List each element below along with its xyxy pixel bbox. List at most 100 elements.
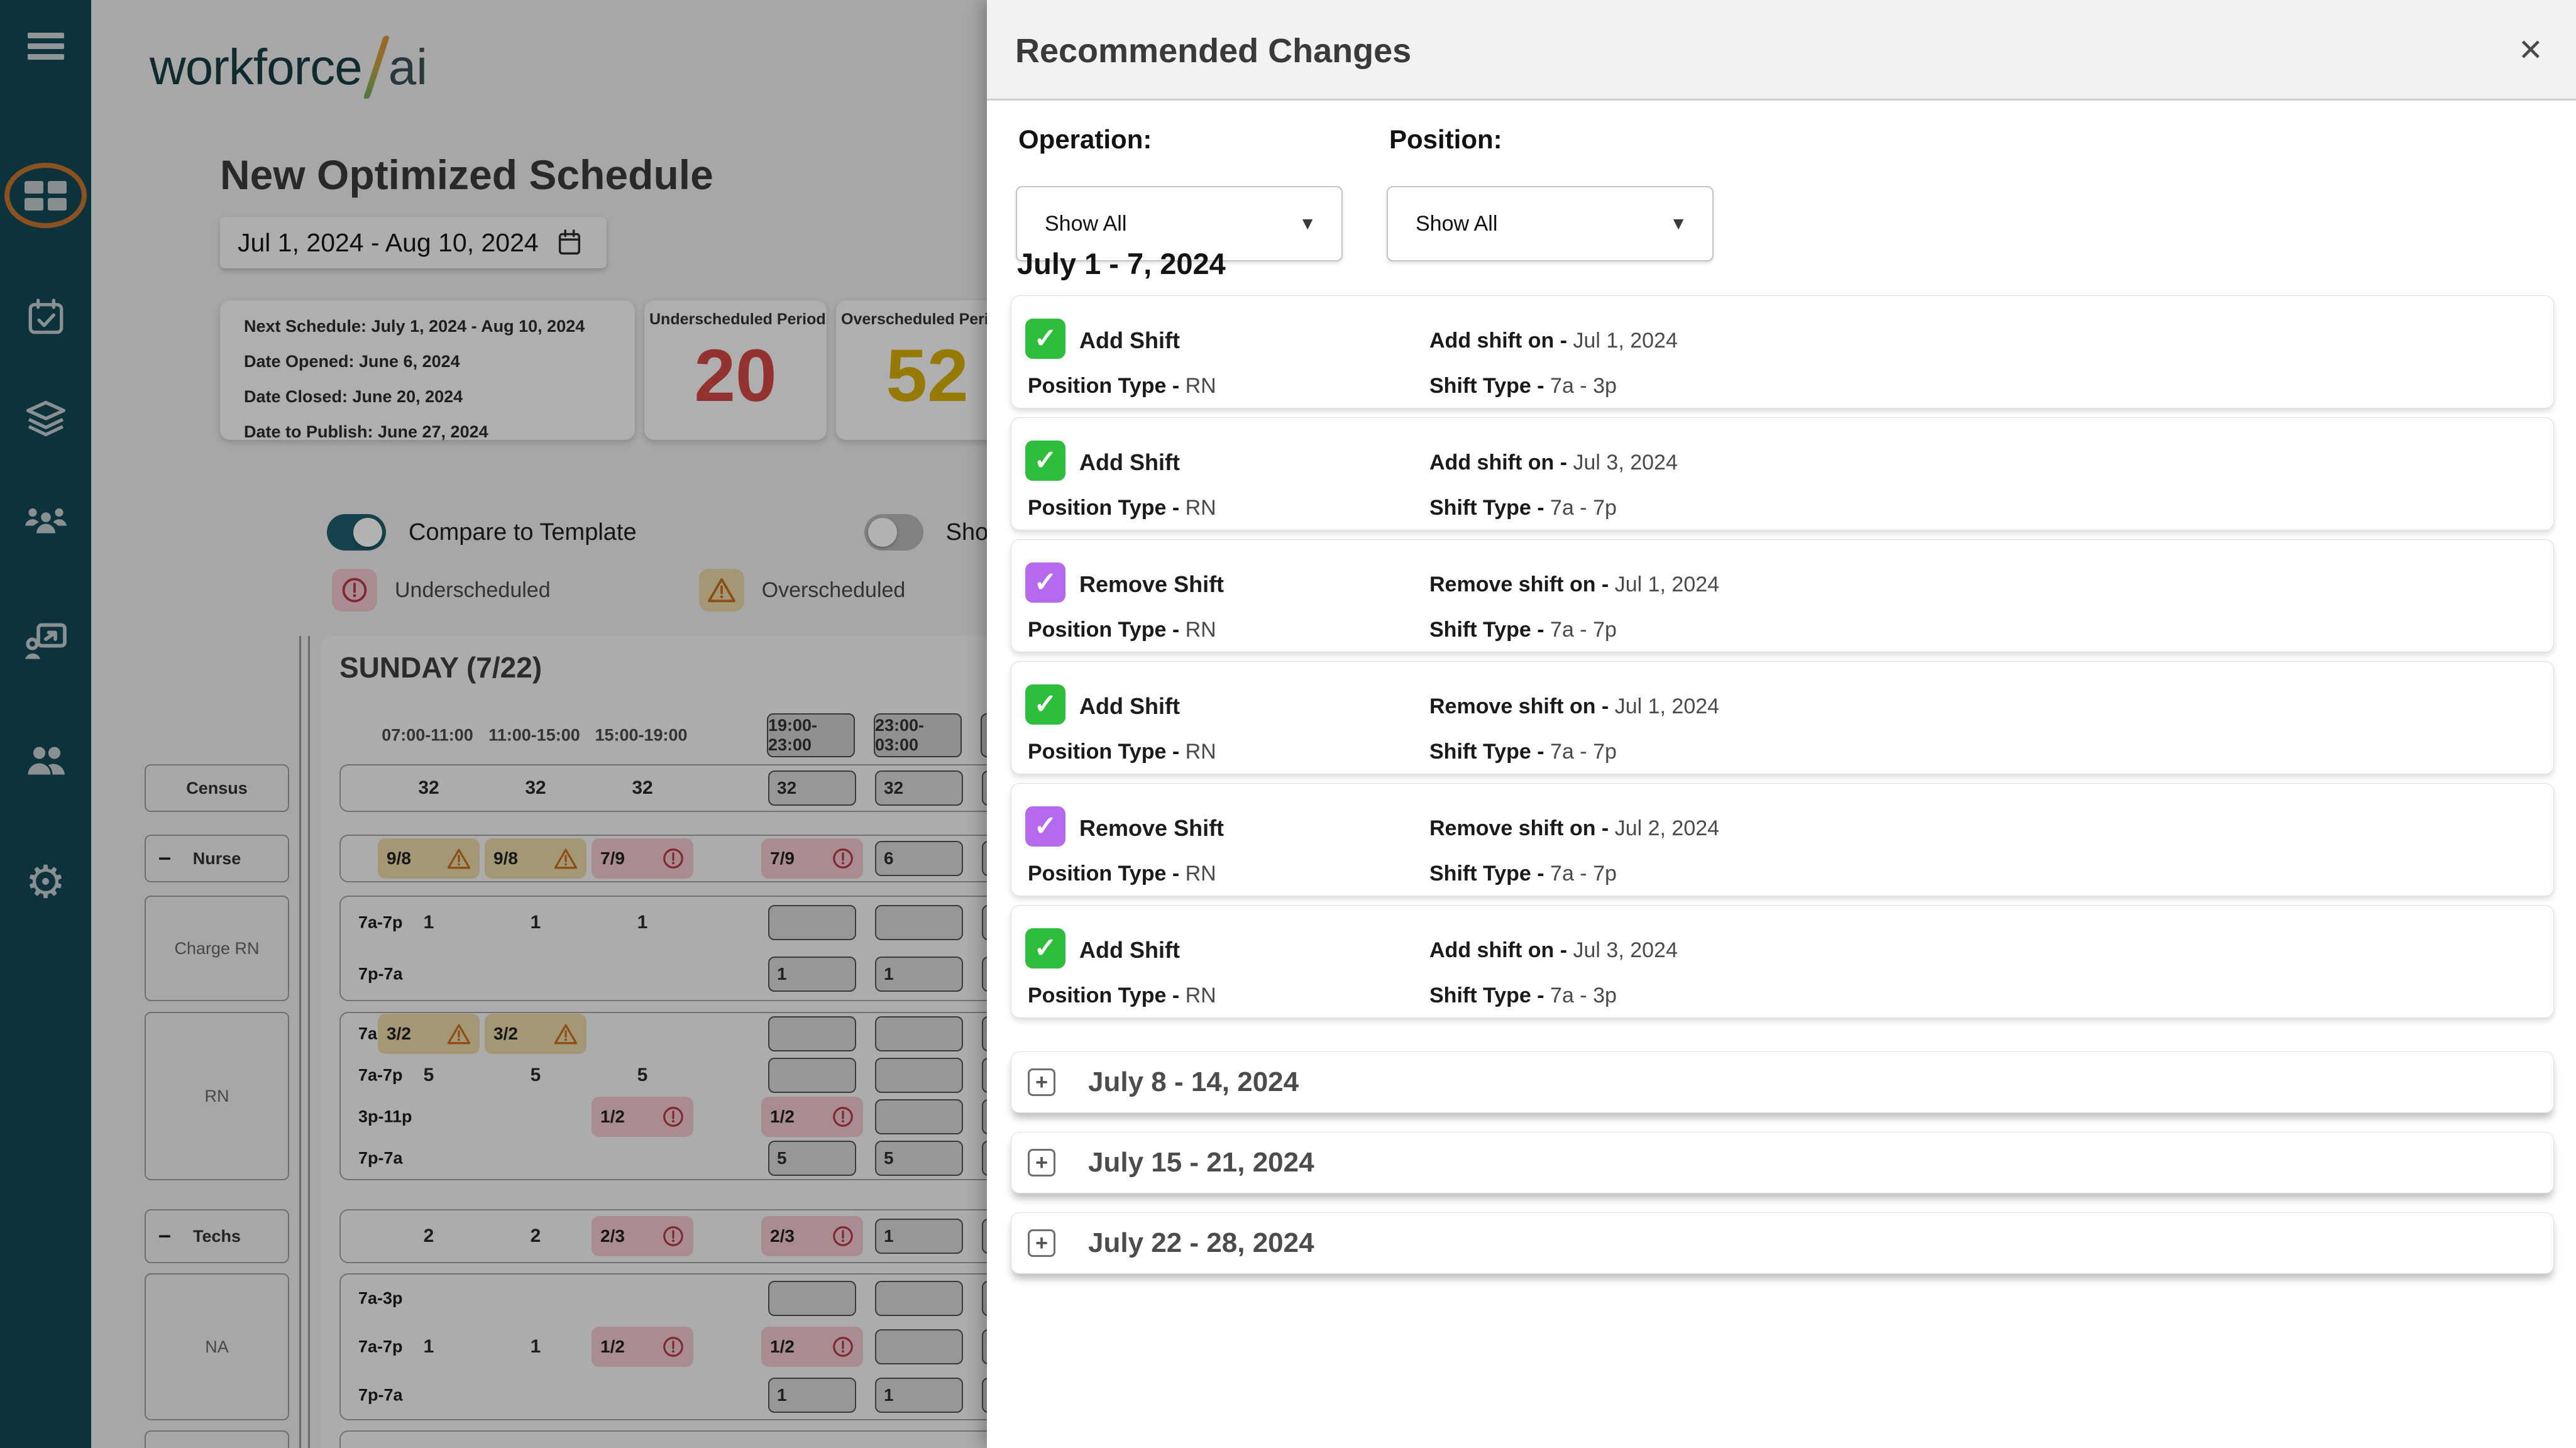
night-shift-cell[interactable]	[875, 1329, 963, 1364]
staffing-value[interactable]: 5	[423, 1065, 434, 1085]
menu-icon[interactable]	[28, 33, 64, 60]
overscheduled-count: 52	[886, 334, 969, 417]
change-position-info: Position Type - RN	[1028, 862, 1216, 886]
night-shift-cell[interactable]: 6	[875, 841, 963, 876]
collapsed-week-card[interactable]: + July 15 - 21, 2024	[1011, 1132, 2554, 1193]
row-label-na[interactable]: NA	[145, 1273, 289, 1420]
change-date-info: Remove shift on - Jul 1, 2024	[1429, 573, 1720, 596]
night-shift-cell[interactable]	[768, 1016, 856, 1051]
underscheduled-cell[interactable]: 1/2	[592, 1327, 693, 1367]
divider[interactable]	[299, 636, 301, 1448]
overscheduled-cell[interactable]: 9/8	[485, 838, 586, 879]
expand-plus-icon[interactable]: +	[1028, 1229, 1055, 1257]
underscheduled-cell[interactable]: 7/9	[761, 838, 863, 879]
collapsed-week-card[interactable]: + July 8 - 14, 2024	[1011, 1051, 2554, 1113]
remove-shift-checkbox[interactable]: ✓	[1025, 806, 1065, 847]
change-card: ✓ Add Shift Add shift on - Jul 3, 2024 Posi…	[1011, 417, 2554, 530]
underscheduled-cell[interactable]: 2/3	[592, 1216, 693, 1256]
night-shift-cell[interactable]: 5	[768, 1141, 856, 1176]
underscheduled-cell[interactable]: 1/2	[761, 1097, 863, 1137]
night-shift-cell[interactable]: 32	[768, 771, 856, 806]
night-shift-cell[interactable]: 1	[875, 1377, 963, 1413]
night-shift-cell[interactable]: 1	[768, 1377, 856, 1413]
underscheduled-cell[interactable]: 1/2	[761, 1327, 863, 1367]
night-shift-cell[interactable]: 32	[875, 771, 963, 806]
night-shift-cell[interactable]	[875, 1281, 963, 1317]
underscheduled-cell[interactable]: 2/3	[761, 1216, 863, 1256]
add-shift-checkbox[interactable]: ✓	[1025, 684, 1065, 725]
sidebar-item-settings[interactable]: ⚙	[0, 860, 91, 905]
night-shift-cell[interactable]: 1	[768, 957, 856, 992]
collapsed-week-card[interactable]: + July 22 - 28, 2024	[1011, 1212, 2554, 1274]
week-section-title: July 1 - 7, 2024	[1017, 247, 1226, 280]
sidebar-item-training[interactable]	[0, 618, 91, 664]
sidebar-item-dashboard[interactable]	[0, 163, 91, 228]
overscheduled-cell[interactable]: 3/2	[485, 1014, 586, 1054]
night-shift-cell[interactable]	[768, 1281, 856, 1317]
row-label-rn[interactable]: RN	[145, 1012, 289, 1180]
operation-filter-label: Operation:	[1018, 124, 1152, 154]
add-shift-checkbox[interactable]: ✓	[1025, 441, 1065, 481]
operation-filter-dropdown[interactable]: Show All ▼	[1016, 186, 1343, 261]
time-column-header: 19:00-23:00	[767, 713, 855, 757]
row-label-partial[interactable]	[145, 1430, 289, 1448]
change-action-label: Add Shift	[1079, 693, 1180, 719]
change-date-info: Add shift on - Jul 1, 2024	[1429, 329, 1678, 353]
night-shift-cell[interactable]	[875, 905, 963, 940]
row-label-charge-rn[interactable]: Charge RN	[145, 896, 289, 1001]
date-range-value: Jul 1, 2024 - Aug 10, 2024	[238, 228, 539, 257]
logo-text-secondary: ai	[388, 39, 428, 95]
collapse-icon[interactable]: –	[158, 843, 172, 870]
position-filter-dropdown[interactable]: Show All ▼	[1387, 186, 1714, 261]
row-label-nurse[interactable]: – Nurse	[145, 835, 289, 882]
overscheduled-warning-icon	[447, 1024, 471, 1044]
row-label-census[interactable]: Census	[145, 764, 289, 812]
overscheduled-cell[interactable]: 3/2	[378, 1014, 480, 1054]
show-acuity-levels-toggle[interactable]	[864, 514, 923, 551]
staffing-value[interactable]: 2	[530, 1226, 541, 1246]
staffing-value[interactable]: 32	[632, 777, 653, 798]
row-group: 32 32 32 32 32	[339, 764, 1097, 812]
row-label-techs[interactable]: – Techs	[145, 1209, 289, 1263]
staffing-value[interactable]: 1	[423, 912, 434, 933]
night-shift-cell[interactable]: 1	[875, 1219, 963, 1254]
staffing-value[interactable]: 5	[637, 1065, 648, 1085]
underscheduled-cell[interactable]: 1/2	[592, 1097, 693, 1137]
expand-plus-icon[interactable]: +	[1028, 1068, 1055, 1096]
compare-to-template-toggle[interactable]	[327, 514, 386, 551]
expand-plus-icon[interactable]: +	[1028, 1149, 1055, 1176]
sidebar-item-team[interactable]	[0, 498, 91, 544]
night-shift-cell[interactable]	[875, 1058, 963, 1093]
change-shift-info: Shift Type - 7a - 7p	[1429, 862, 1617, 886]
night-shift-cell[interactable]	[875, 1016, 963, 1051]
divider[interactable]	[308, 636, 310, 1448]
night-shift-cell[interactable]: 5	[875, 1141, 963, 1176]
staffing-value[interactable]: 2	[423, 1226, 434, 1246]
close-icon[interactable]: ✕	[2518, 34, 2543, 67]
staffing-value[interactable]: 1	[530, 912, 541, 933]
add-shift-checkbox[interactable]: ✓	[1025, 928, 1065, 968]
remove-shift-checkbox[interactable]: ✓	[1025, 562, 1065, 603]
night-shift-cell[interactable]: 1	[875, 957, 963, 992]
staffing-value[interactable]: 32	[525, 777, 546, 798]
change-action-label: Add Shift	[1079, 327, 1180, 353]
staffing-value[interactable]: 1	[530, 1336, 541, 1357]
staffing-value[interactable]: 1	[423, 1336, 434, 1357]
collapse-icon[interactable]: –	[158, 1221, 172, 1248]
sidebar-item-templates[interactable]	[0, 396, 91, 441]
night-shift-cell[interactable]	[768, 905, 856, 940]
check-icon: ✓	[1033, 445, 1057, 476]
staffing-value[interactable]: 5	[530, 1065, 541, 1085]
underscheduled-cell[interactable]: 7/9	[592, 838, 693, 879]
staffing-value[interactable]: 32	[418, 777, 439, 798]
sidebar-item-people[interactable]	[0, 738, 91, 783]
staffing-value[interactable]: 1	[637, 912, 648, 933]
overscheduled-cell[interactable]: 9/8	[378, 838, 480, 879]
night-shift-cell[interactable]	[768, 1058, 856, 1093]
add-shift-checkbox[interactable]: ✓	[1025, 319, 1065, 359]
date-range-picker[interactable]: Jul 1, 2024 - Aug 10, 2024	[220, 217, 607, 268]
sidebar-item-schedule[interactable]	[0, 294, 91, 339]
check-icon: ✓	[1033, 933, 1057, 963]
night-shift-cell[interactable]	[875, 1099, 963, 1134]
underscheduled-alert-icon	[833, 1226, 853, 1246]
